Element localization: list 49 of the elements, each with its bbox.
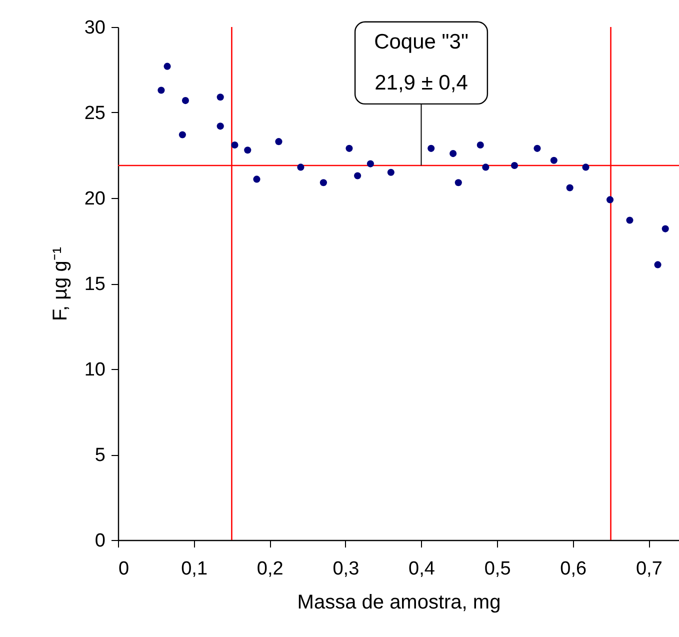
- point: [216, 94, 224, 101]
- point: [366, 160, 374, 168]
- y-tick-label: 0: [94, 530, 106, 552]
- x-axis-title: Massa de amostra, mg: [297, 592, 501, 614]
- point: [244, 146, 252, 154]
- point: [178, 131, 186, 138]
- point: [354, 172, 362, 180]
- point: [662, 225, 669, 232]
- point: [582, 164, 590, 171]
- point: [454, 179, 462, 186]
- point: [216, 122, 224, 130]
- point: [182, 97, 190, 104]
- point: [476, 141, 484, 149]
- x-tick-label: 0,7: [636, 558, 662, 580]
- point: [450, 150, 457, 158]
- point: [606, 196, 614, 204]
- point: [275, 138, 282, 146]
- x-tick-label: 0: [118, 558, 130, 580]
- point: [297, 164, 304, 171]
- point: [654, 261, 662, 268]
- point: [346, 144, 353, 152]
- point: [626, 216, 634, 224]
- y-tick-label: 20: [84, 188, 106, 210]
- point: [566, 184, 574, 192]
- y-tick-label: 30: [84, 18, 106, 38]
- point: [550, 156, 558, 164]
- x-tick-label: 0,3: [332, 558, 360, 580]
- point: [253, 176, 260, 183]
- point: [158, 86, 165, 94]
- x-tick-label: 0,5: [484, 558, 511, 580]
- y-tick-label: 15: [84, 274, 106, 295]
- y-axis-title: F, µg g⁻¹: [49, 246, 72, 322]
- x-tick-label: 0,1: [181, 558, 208, 580]
- annotation: Coque "3": [374, 30, 468, 54]
- annotation: 21,9 ± 0,4: [374, 71, 468, 94]
- point: [320, 179, 327, 186]
- point: [534, 144, 541, 152]
- point: [482, 164, 490, 171]
- y-tick-label: 25: [84, 103, 106, 124]
- x-tick-label: 0,4: [408, 558, 436, 580]
- y-tick-label: 5: [94, 445, 106, 466]
- point: [428, 144, 435, 152]
- y-tick-label: 10: [84, 360, 106, 380]
- x-tick-label: 0,6: [560, 558, 587, 580]
- point: [231, 141, 238, 149]
- point: [164, 62, 171, 70]
- x-tick-label: 0,2: [256, 558, 284, 580]
- point: [510, 162, 518, 170]
- point: [387, 168, 394, 176]
